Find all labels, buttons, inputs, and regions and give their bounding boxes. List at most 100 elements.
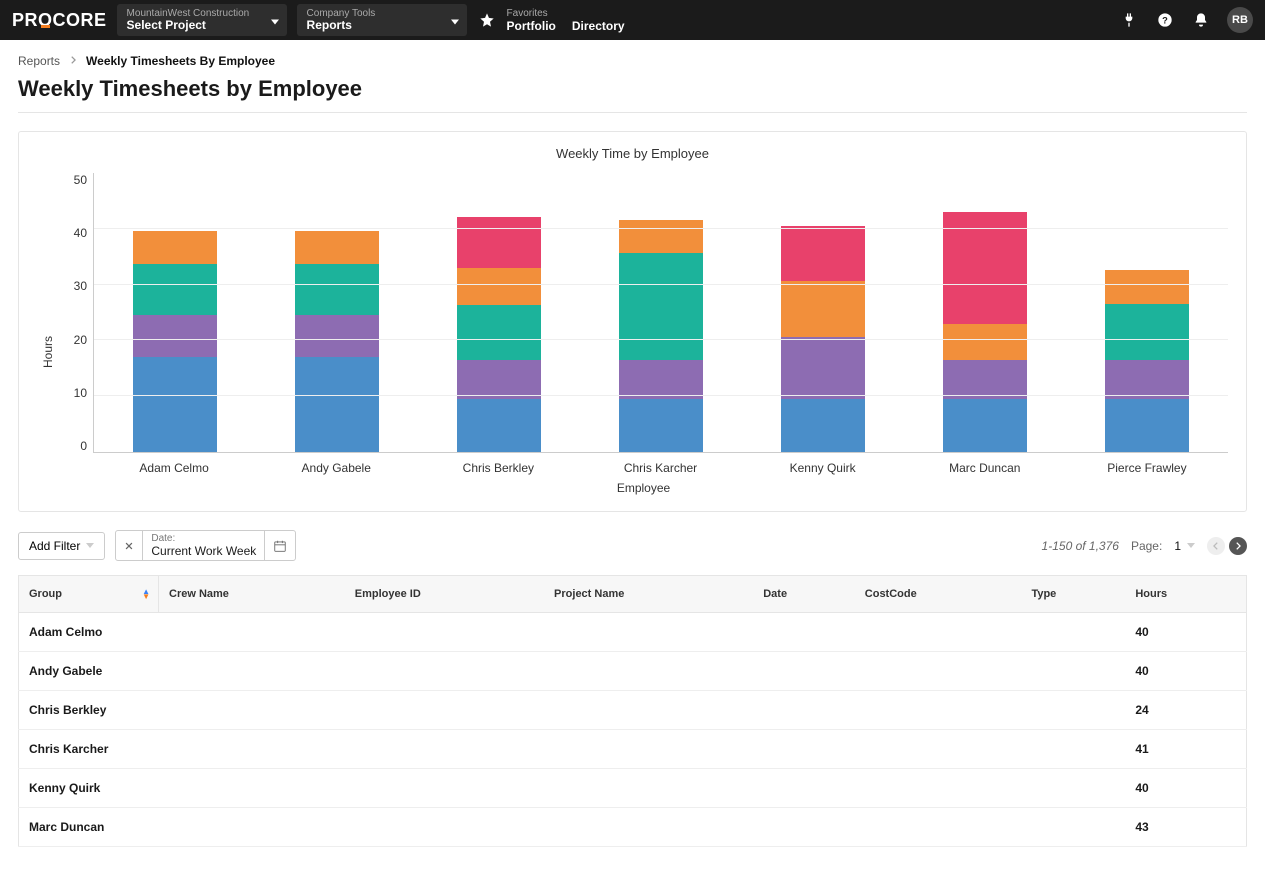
chart-bar-segment (1105, 304, 1189, 360)
table-cell-hours: 24 (1125, 691, 1246, 730)
chart-bar-segment (295, 357, 379, 452)
table-row[interactable]: Marc Duncan43 (19, 808, 1247, 847)
chart-xlabels: Adam CelmoAndy GabeleChris BerkleyChris … (93, 453, 1228, 475)
chart-ylabel: Hours (37, 173, 59, 495)
chart-bar[interactable] (133, 231, 217, 452)
table-header-cell[interactable]: Group▲▼ (19, 576, 159, 613)
chart-bar-slot (418, 173, 580, 452)
chart-gridline (94, 395, 1228, 396)
favorites-link-portfolio[interactable]: Portfolio (507, 19, 556, 33)
table-cell (159, 613, 345, 652)
chart-bar[interactable] (457, 217, 541, 452)
table-header-cell[interactable]: Date (753, 576, 855, 613)
add-filter-button[interactable]: Add Filter (18, 532, 105, 560)
table-header-cell[interactable]: Hours (1125, 576, 1246, 613)
date-filter-label: Date: (151, 533, 256, 544)
table-cell (855, 613, 1022, 652)
table-cell (345, 730, 544, 769)
chart-ytick: 20 (74, 333, 87, 347)
table-header-cell[interactable]: Employee ID (345, 576, 544, 613)
table-cell (1021, 769, 1125, 808)
date-filter-value: Current Work Week (151, 544, 256, 558)
table-body: Adam Celmo40Andy Gabele40Chris Berkley24… (19, 613, 1247, 847)
table-header-cell[interactable]: Type (1021, 576, 1125, 613)
content: Reports Weekly Timesheets By Employee We… (0, 40, 1265, 887)
table-cell (855, 769, 1022, 808)
table-cell (1021, 691, 1125, 730)
table-row[interactable]: Chris Berkley24 (19, 691, 1247, 730)
table-row[interactable]: Andy Gabele 40 (19, 652, 1247, 691)
chart-bar-segment (943, 324, 1027, 359)
chart-bar-segment (781, 337, 865, 399)
table-cell (753, 613, 855, 652)
tools-dropdown[interactable]: Company Tools Reports (297, 4, 467, 36)
caret-down-icon (451, 13, 459, 28)
avatar-initials: RB (1232, 14, 1248, 26)
chart-gridline (94, 228, 1228, 229)
date-filter-chip: Date: Current Work Week (115, 530, 296, 561)
chart-bar[interactable] (943, 212, 1027, 452)
chart-bar-segment (457, 217, 541, 269)
table-cell (1021, 730, 1125, 769)
table-header-cell[interactable]: CostCode (855, 576, 1022, 613)
chart-xlabel-item: Chris Karcher (579, 453, 741, 475)
calendar-icon[interactable] (264, 531, 295, 560)
pagination-range: 1-150 of 1,376 (1042, 539, 1119, 553)
page-select[interactable]: 1 (1174, 539, 1195, 553)
table-cell (1021, 613, 1125, 652)
table-cell (855, 808, 1022, 847)
project-dropdown[interactable]: MountainWest Construction Select Project (117, 4, 287, 36)
avatar[interactable]: RB (1227, 7, 1253, 33)
chart-bar-slot (580, 173, 742, 452)
table-cell-group: Andy Gabele (19, 652, 159, 691)
date-filter-body[interactable]: Date: Current Work Week (143, 531, 264, 560)
table-cell-group: Kenny Quirk (19, 769, 159, 808)
breadcrumb-current: Weekly Timesheets By Employee (86, 54, 275, 68)
page-next-button[interactable] (1229, 537, 1247, 555)
plug-icon[interactable] (1119, 10, 1139, 30)
table-header-row: Group▲▼Crew NameEmployee IDProject NameD… (19, 576, 1247, 613)
chart-bar[interactable] (619, 220, 703, 452)
breadcrumb-root[interactable]: Reports (18, 54, 60, 68)
project-dropdown-value: Select Project (127, 19, 259, 32)
table-cell-hours: 41 (1125, 730, 1246, 769)
table-header-cell[interactable]: Project Name (544, 576, 753, 613)
table-cell (753, 691, 855, 730)
table-row[interactable]: Adam Celmo 40 (19, 613, 1247, 652)
chart-bar-segment (133, 357, 217, 452)
table-cell (753, 769, 855, 808)
tools-dropdown-value: Reports (307, 19, 439, 32)
table-cell (345, 652, 544, 691)
table-cell (345, 769, 544, 808)
logo[interactable]: PROCORE (12, 10, 107, 31)
page-title: Weekly Timesheets by Employee (18, 76, 1247, 102)
chart-bar-slot (904, 173, 1066, 452)
chart-card: Weekly Time by Employee Hours 5040302010… (18, 131, 1247, 512)
table-row[interactable]: Kenny Quirk 40 (19, 769, 1247, 808)
help-icon[interactable]: ? (1155, 10, 1175, 30)
table-cell-group: Chris Karcher (19, 730, 159, 769)
breadcrumb: Reports Weekly Timesheets By Employee (18, 54, 1247, 68)
chart-bar-slot (256, 173, 418, 452)
chart-ytick: 30 (74, 279, 87, 293)
table-cell-hours: 40 (1125, 613, 1246, 652)
table-cell-group: Adam Celmo (19, 613, 159, 652)
table-cell (544, 808, 753, 847)
favorites-link-directory[interactable]: Directory (572, 19, 625, 33)
chart-bar-segment (781, 226, 865, 281)
chart-plot-area (93, 173, 1228, 453)
table-header-cell[interactable]: Crew Name (159, 576, 345, 613)
chart-bar[interactable] (295, 231, 379, 452)
page-prev-button (1207, 537, 1225, 555)
chart-bar-segment (619, 399, 703, 452)
table-cell-hours: 40 (1125, 652, 1246, 691)
bell-icon[interactable] (1191, 10, 1211, 30)
chart-bar-segment (295, 264, 379, 314)
table-cell (753, 652, 855, 691)
star-icon[interactable] (477, 10, 497, 30)
remove-filter-button[interactable] (116, 531, 143, 560)
table-row[interactable]: Chris Karcher 41 (19, 730, 1247, 769)
chart-bar[interactable] (1105, 270, 1189, 452)
table-cell-hours: 40 (1125, 769, 1246, 808)
table-cell (159, 730, 345, 769)
